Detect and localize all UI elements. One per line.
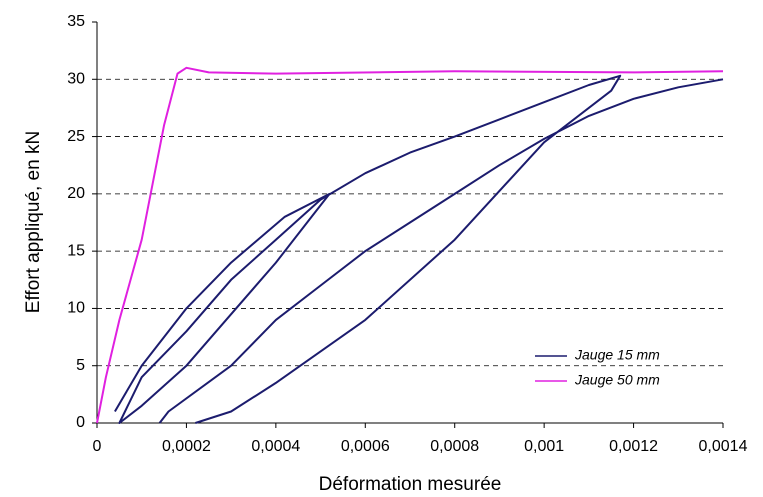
x-axis-title: Déformation mesurée — [319, 474, 502, 495]
y-tick-label: 35 — [67, 13, 85, 30]
y-axis-title: Effort appliqué, en kN — [23, 131, 44, 313]
y-tick-label: 20 — [67, 185, 85, 202]
y-tick-label: 10 — [67, 300, 85, 317]
x-tick-label: 0,0012 — [609, 438, 658, 455]
series-line — [114, 74, 724, 424]
series-line — [96, 66, 724, 424]
x-tick-label: 0,0006 — [341, 438, 390, 455]
x-tick-label: 0,0008 — [430, 438, 479, 455]
y-tick-label: 25 — [67, 128, 85, 145]
x-tick-label: 0 — [93, 438, 102, 455]
x-tick-label: 0,0002 — [162, 438, 211, 455]
y-tick-label: 0 — [76, 414, 85, 431]
y-tick-label: 15 — [67, 242, 85, 259]
y-tick-label: 5 — [76, 357, 85, 374]
legend-label: Jauge 50 mm — [574, 372, 660, 388]
x-tick-label: 0,0014 — [699, 438, 748, 455]
x-tick-label: 0,0004 — [251, 438, 300, 455]
legend-label: Jauge 15 mm — [574, 347, 660, 363]
x-tick-label: 0,001 — [524, 438, 564, 455]
y-tick-label: 30 — [67, 71, 85, 88]
